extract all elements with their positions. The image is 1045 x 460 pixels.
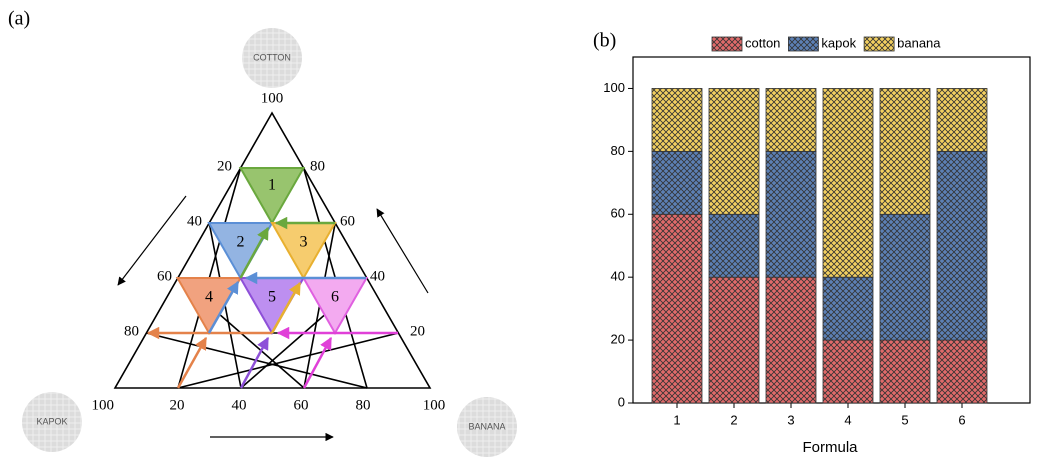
legend-swatch <box>712 37 742 51</box>
scale-label: 100 <box>92 397 115 413</box>
x-axis-title: Formula <box>802 439 858 456</box>
scale-label: 60 <box>294 397 309 413</box>
y-tick-label: 0 <box>618 394 625 409</box>
scale-label: 80 <box>356 397 371 413</box>
scale-label: 60 <box>157 268 172 284</box>
x-tick-label: 5 <box>901 412 908 427</box>
x-tick-label: 4 <box>844 412 851 427</box>
vertex-label: BANANA <box>468 421 505 431</box>
bar-segment <box>937 340 987 403</box>
vertex-label: KAPOK <box>36 416 67 426</box>
bar-segment <box>823 277 873 340</box>
scale-label: 20 <box>410 323 425 339</box>
bar-segment <box>766 88 816 151</box>
bar-segment <box>823 88 873 277</box>
bar-segment <box>937 151 987 340</box>
x-tick-label: 3 <box>787 412 794 427</box>
scale-label: 40 <box>370 268 385 284</box>
legend-label: banana <box>897 35 941 50</box>
region-label: 5 <box>268 289 276 306</box>
legend-label: kapok <box>821 35 856 50</box>
x-tick-label: 2 <box>730 412 737 427</box>
x-tick-label: 6 <box>958 412 965 427</box>
scale-label: 80 <box>124 323 139 339</box>
region-label: 4 <box>205 289 213 306</box>
y-tick-label: 80 <box>611 143 625 158</box>
triangle-outline <box>115 113 430 388</box>
direction-arrow <box>118 196 186 285</box>
bar-segment <box>652 214 702 403</box>
bar-segment <box>766 151 816 277</box>
scale-label: 40 <box>187 213 202 229</box>
region-label: 1 <box>268 177 276 194</box>
bar-segment <box>880 88 930 214</box>
bar-segment <box>880 340 930 403</box>
y-tick-label: 100 <box>603 80 625 95</box>
ternary-panel: (a) COTTON KAPOK BANANA 100 <box>8 8 517 457</box>
bar-segment <box>880 214 930 340</box>
x-tick-label: 1 <box>673 412 680 427</box>
legend-swatch <box>788 37 818 51</box>
y-tick-label: 40 <box>611 269 625 284</box>
bar-segment <box>709 277 759 403</box>
region-label: 2 <box>237 234 245 251</box>
bar-segment <box>652 151 702 214</box>
scale-label: 20 <box>217 158 232 174</box>
y-tick-label: 60 <box>611 206 625 221</box>
scale-label: 100 <box>423 397 446 413</box>
vertex-label: COTTON <box>253 52 291 62</box>
bar-segment <box>937 88 987 151</box>
figure: (a) COTTON KAPOK BANANA 100 <box>0 0 1045 460</box>
bar-segment <box>823 340 873 403</box>
panel-label: (a) <box>8 8 30 30</box>
bar-segment <box>709 88 759 214</box>
bar-segment <box>709 214 759 277</box>
bar-panel: (b) Formula 0 20 40 60 80 100 1 2 3 4 5 6 cotton kapo… <box>593 30 1030 456</box>
apex-label: 100 <box>261 90 284 106</box>
scale-label: 40 <box>232 397 247 413</box>
scale-label: 60 <box>340 213 355 229</box>
region-label: 3 <box>300 234 308 251</box>
y-tick-label: 20 <box>611 332 625 347</box>
scale-label: 20 <box>170 397 185 413</box>
bar-segment <box>652 88 702 151</box>
bar-segment <box>766 277 816 403</box>
panel-label: (b) <box>593 30 616 52</box>
legend-swatch <box>864 37 894 51</box>
scale-label: 80 <box>310 158 325 174</box>
region-label: 6 <box>331 289 339 306</box>
legend-label: cotton <box>745 35 780 50</box>
